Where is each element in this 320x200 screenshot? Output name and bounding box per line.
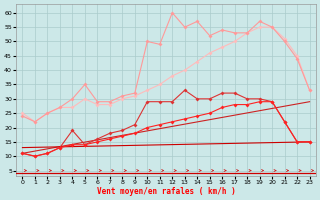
X-axis label: Vent moyen/en rafales ( km/h ): Vent moyen/en rafales ( km/h )	[97, 187, 236, 196]
